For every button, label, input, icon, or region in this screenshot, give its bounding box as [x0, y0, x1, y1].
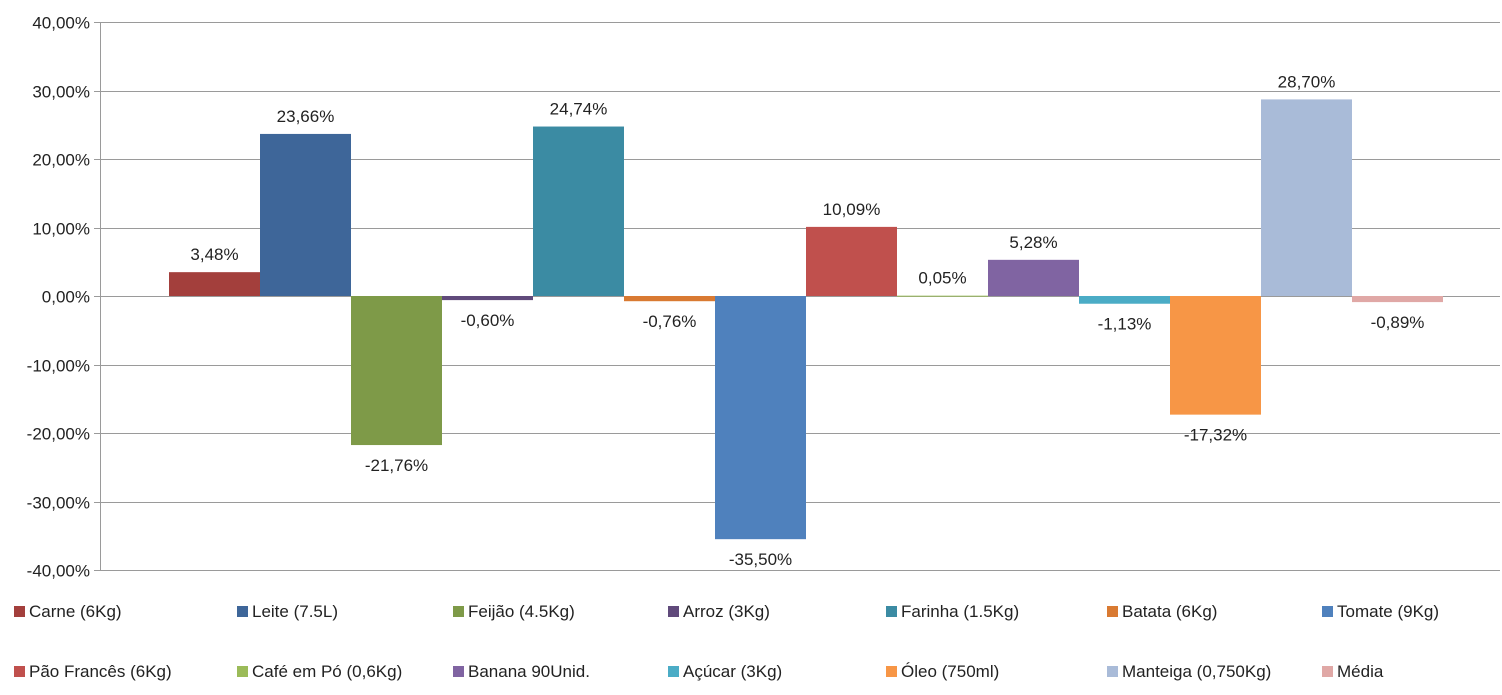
legend-swatch	[1107, 606, 1118, 617]
bar	[1079, 296, 1170, 304]
legend-swatch	[453, 606, 464, 617]
data-label: -35,50%	[729, 550, 792, 569]
y-tick-label: 20,00%	[32, 151, 90, 170]
bar	[442, 296, 533, 301]
legend-label: Carne (6Kg)	[29, 602, 122, 621]
bar	[533, 126, 624, 296]
y-tick-label: -40,00%	[27, 562, 90, 581]
bar	[351, 296, 442, 446]
legend-label: Média	[1337, 662, 1384, 681]
bar	[169, 272, 260, 296]
y-tick-label: -30,00%	[27, 494, 90, 513]
data-label: -0,89%	[1371, 313, 1425, 332]
legend-label: Pão Francês (6Kg)	[29, 662, 172, 681]
y-tick-label: 40,00%	[32, 14, 90, 33]
data-label: 28,70%	[1278, 72, 1336, 91]
legend-label: Óleo (750ml)	[901, 662, 999, 681]
legend-swatch	[237, 606, 248, 617]
y-tick-label: 30,00%	[32, 83, 90, 102]
legend-swatch	[668, 606, 679, 617]
legend-label: Manteiga (0,750Kg)	[1122, 662, 1271, 681]
data-label: 24,74%	[550, 100, 608, 119]
legend-swatch	[14, 606, 25, 617]
legend-label: Feijão (4.5Kg)	[468, 602, 575, 621]
legend-swatch	[886, 666, 897, 677]
legend-label: Café em Pó (0,6Kg)	[252, 662, 402, 681]
bar	[260, 133, 351, 296]
bar	[1352, 296, 1443, 303]
data-label: 23,66%	[277, 107, 335, 126]
data-label: -17,32%	[1184, 426, 1247, 445]
legend-label: Leite (7.5L)	[252, 602, 338, 621]
legend-label: Tomate (9Kg)	[1337, 602, 1439, 621]
bar	[897, 295, 988, 297]
data-label: 10,09%	[823, 200, 881, 219]
legend-swatch	[886, 606, 897, 617]
data-label: 0,05%	[918, 269, 966, 288]
legend-swatch	[237, 666, 248, 677]
y-tick-label: -20,00%	[27, 425, 90, 444]
y-axis: 40,00% 30,00% 20,00% 10,00% 0,00% -10,00% -20,…	[27, 14, 101, 581]
bar	[1261, 99, 1352, 296]
y-tick-label: 0,00%	[42, 288, 90, 307]
legend-swatch	[1322, 666, 1333, 677]
y-tick-label: -10,00%	[27, 357, 90, 376]
data-label: 3,48%	[190, 245, 238, 264]
data-labels: 3,48% 23,66% -21,76% -0,60% 24,74% -0,76% -35,…	[190, 72, 1424, 569]
bar	[988, 259, 1079, 296]
legend-label: Arroz (3Kg)	[683, 602, 770, 621]
legend-label: Batata (6Kg)	[1122, 602, 1217, 621]
legend: Carne (6Kg) Leite (7.5L) Feijão (4.5Kg) Arr…	[14, 602, 1439, 681]
legend-swatch	[1322, 606, 1333, 617]
legend-swatch	[1107, 666, 1118, 677]
bars	[169, 99, 1443, 540]
data-label: -0,76%	[643, 312, 697, 331]
bar	[715, 296, 806, 540]
y-tick-label: 10,00%	[32, 220, 90, 239]
legend-label: Farinha (1.5Kg)	[901, 602, 1019, 621]
legend-swatch	[453, 666, 464, 677]
legend-swatch	[14, 666, 25, 677]
legend-label: Banana 90Unid.	[468, 662, 590, 681]
legend-swatch	[668, 666, 679, 677]
bar	[806, 226, 897, 296]
bar	[624, 296, 715, 302]
data-label: -0,60%	[461, 311, 515, 330]
data-label: -21,76%	[365, 456, 428, 475]
data-label: 5,28%	[1009, 233, 1057, 252]
bar	[1170, 296, 1261, 415]
legend-label: Açúcar (3Kg)	[683, 662, 782, 681]
data-label: -1,13%	[1098, 315, 1152, 334]
